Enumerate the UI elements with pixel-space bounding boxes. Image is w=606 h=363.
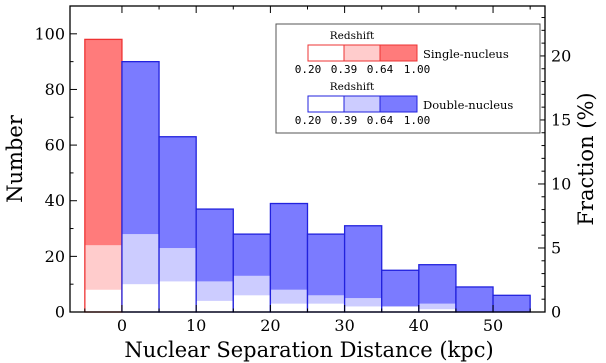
y-tick-label: 20 [45, 247, 65, 266]
double-bar-segment [159, 281, 197, 312]
axes-layer: 0 10 20 30 40 50 0 20 40 60 80 100 0 5 10 15 20 [34, 5, 571, 335]
double-bar-segment [493, 295, 531, 312]
double-legend-tick: 0.64 [367, 114, 394, 127]
single-legend-swatch [343, 44, 381, 62]
double-bar-segment [455, 286, 494, 312]
double-legend-swatch [379, 95, 418, 113]
double-bar-segment [418, 309, 456, 312]
y-tick-label: 60 [45, 136, 65, 155]
x-axis-label: Nuclear Separation Distance (kpc) [124, 338, 493, 362]
x-tick-label: 40 [409, 316, 429, 335]
legend: Redshift 0.20 0.39 0.64 1.00 Single-nucleus Re… [275, 23, 541, 134]
double-bar-segment [270, 203, 308, 290]
single-legend-swatch [379, 44, 418, 62]
double-bar-segment [159, 248, 197, 282]
y-tick-label: 100 [34, 24, 65, 43]
double-legend-tick: 0.39 [331, 114, 358, 127]
double-legend-swatch [343, 95, 381, 113]
double-bar-segment [381, 270, 419, 307]
double-legend-tick: 1.00 [404, 114, 431, 127]
y2-tick-label: 5 [551, 238, 561, 257]
bars-layer [84, 38, 531, 313]
x-tick-label: 0 [117, 316, 127, 335]
y-tick-label: 0 [55, 303, 65, 322]
double-bar-segment [159, 136, 197, 249]
double-legend-title: Redshift [330, 81, 375, 93]
y2-axis-label: Fraction (%) [574, 92, 598, 225]
double-bar-segment [121, 61, 160, 235]
single-legend-label: Single-nucleus [423, 47, 509, 61]
double-bar-segment [121, 234, 160, 285]
y2-tick-label: 15 [551, 110, 571, 129]
x-tick-label: 50 [483, 316, 503, 335]
single-legend-tick: 1.00 [404, 63, 431, 76]
double-legend-swatch [307, 95, 345, 113]
y-tick-label: 80 [45, 80, 65, 99]
y2-tick-label: 10 [551, 174, 571, 193]
double-bar-segment [344, 225, 382, 299]
double-bar-segment [233, 234, 271, 276]
double-bar-segment [270, 303, 308, 312]
double-bar-segment [233, 275, 271, 296]
double-bar-segment [233, 295, 271, 312]
double-bar-segment [307, 295, 345, 304]
y2-tick-label: 0 [551, 303, 561, 322]
y-axis-label: Number [3, 114, 27, 203]
double-bar-segment [307, 303, 345, 312]
y2-tick-label: 20 [551, 46, 571, 65]
x-tick-label: 10 [186, 316, 206, 335]
double-bar-segment [381, 306, 419, 312]
double-bar-segment [196, 300, 234, 312]
double-bar-segment [196, 209, 234, 282]
single-legend-tick: 0.20 [295, 63, 322, 76]
double-bar-segment [418, 264, 456, 304]
y-tick-label: 40 [45, 191, 65, 210]
single-legend-tick: 0.64 [367, 63, 394, 76]
x-tick-label: 20 [260, 316, 280, 335]
double-bar-segment [196, 281, 234, 301]
double-bar-segment [344, 306, 382, 312]
legend-box [275, 23, 541, 134]
single-legend-swatch [307, 44, 345, 62]
double-bar-segment [307, 234, 345, 296]
x-tick-label: 30 [334, 316, 354, 335]
single-bar-segment [84, 39, 122, 246]
single-legend-tick: 0.39 [331, 63, 358, 76]
double-bar-segment [344, 298, 382, 307]
double-bar-segment [121, 284, 160, 312]
double-bar-segment [418, 303, 456, 310]
double-bar-segment [270, 289, 308, 304]
single-legend-title: Redshift [330, 30, 375, 42]
double-legend-label: Double-nucleus [423, 98, 513, 112]
single-bar-segment [84, 289, 122, 312]
single-bar-segment [84, 245, 122, 290]
double-legend-tick: 0.20 [295, 114, 322, 127]
